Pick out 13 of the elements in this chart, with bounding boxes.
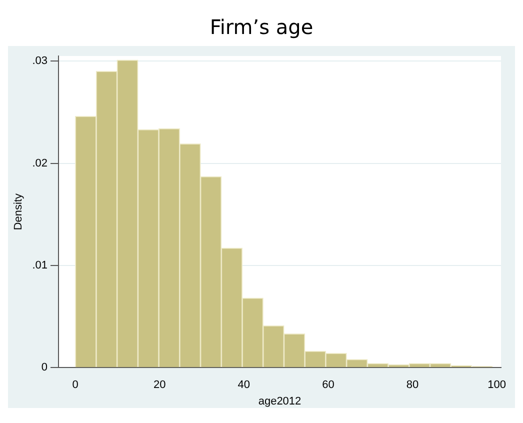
x-tick-label: 60 — [322, 379, 334, 392]
x-tick-label: 80 — [406, 379, 419, 392]
y-tick-label: .02 — [32, 157, 48, 170]
x-tick-label: 100 — [488, 379, 506, 392]
x-tick-label: 0 — [72, 379, 78, 392]
y-tick-label: .01 — [32, 259, 48, 272]
y-tick-label: 0 — [41, 362, 48, 374]
x-tick-label: 40 — [238, 379, 250, 392]
y-tick-label: .03 — [32, 55, 48, 68]
x-tick-label: 20 — [154, 379, 166, 392]
chart-title: Firm’s age — [208, 14, 314, 41]
y-axis-title: Density — [12, 192, 25, 230]
x-axis-title: age2012 — [258, 395, 302, 408]
